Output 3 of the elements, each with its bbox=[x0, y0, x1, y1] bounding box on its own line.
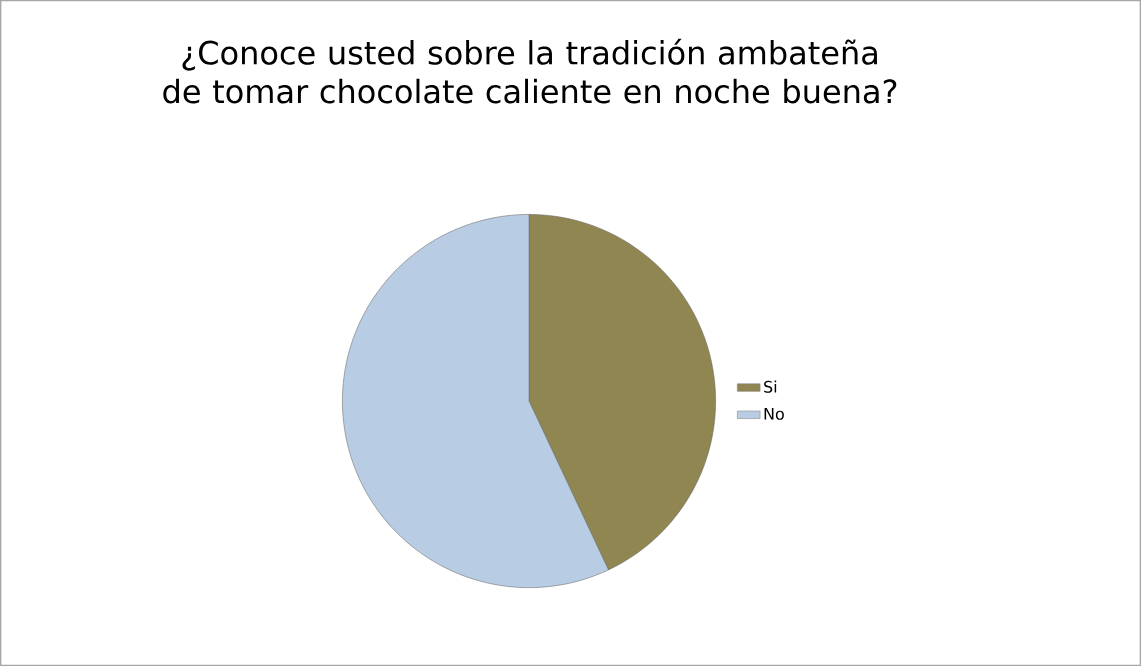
legend-label: Si bbox=[764, 380, 777, 393]
legend-label: No bbox=[764, 407, 784, 420]
chart-title: ¿Conoce usted sobre la tradición ambateña de tomar chocolate caliente en noche buena? bbox=[163, 38, 897, 104]
